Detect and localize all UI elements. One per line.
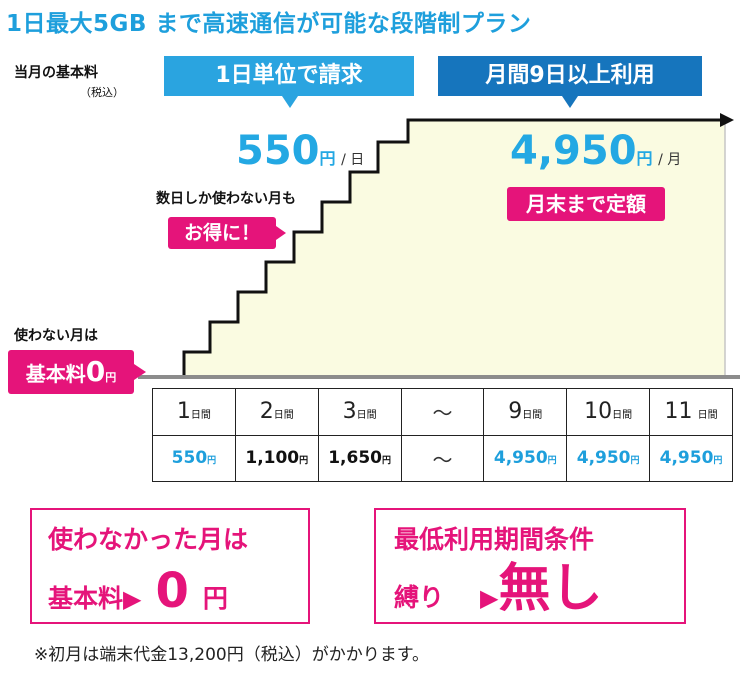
price-cell: 4,950円: [566, 434, 651, 482]
day-suffix: 日間: [190, 410, 211, 422]
price-cell: 1,650円: [317, 434, 402, 482]
price-suffix: 円: [299, 456, 309, 467]
day-suffix: 日間: [356, 410, 377, 422]
price-suffix: 円: [547, 456, 557, 467]
daily-price-unit: 円: [319, 149, 336, 168]
day-cell: 3日間: [317, 388, 402, 436]
price-table: 1日間 2日間 3日間 ～ 9日間 10日間 11 日間 550円 1,100円…: [152, 388, 733, 482]
day-suffix: 日間: [697, 410, 718, 422]
monthly-price-per: / 月: [658, 152, 682, 168]
price-value: 4,950: [576, 448, 631, 469]
page-title: 1日最大5GB まで高速通信が可能な段階制プラン: [6, 11, 532, 37]
no-basic-fee-line1: 使わなかった月は: [48, 525, 249, 554]
day-suffix: 日間: [273, 410, 294, 422]
days-row: 1日間 2日間 3日間 ～ 9日間 10日間 11 日間: [152, 388, 733, 436]
footnote: ※初月は端末代金13,200円（税込）がかかります。: [34, 645, 430, 665]
minimum-term-line2: 縛り ▶無し: [394, 560, 603, 627]
monthly-price-unit: 円: [636, 149, 653, 168]
day-number: 3: [342, 399, 357, 425]
basic-zero-pointer: [134, 364, 146, 380]
good-deal-badge: お得に！: [168, 217, 276, 249]
daily-price-amount: 550: [236, 128, 320, 174]
price-value: 550: [171, 448, 208, 469]
day-number: 9: [508, 399, 523, 425]
play-arrow-icon: ▶: [480, 584, 499, 612]
restriction-label: 縛り: [394, 583, 445, 612]
staircase-line: [182, 118, 436, 376]
no-basic-fee-box: 使わなかった月は 基本料▶ 0 円: [30, 508, 310, 624]
basic-fee-zero: 0: [85, 355, 106, 388]
price-suffix: 円: [381, 456, 391, 467]
no-basic-fee-label: 基本料: [48, 584, 124, 613]
day-number: 10: [584, 399, 613, 425]
day-cell: 10日間: [566, 388, 651, 436]
price-cell: 4,950円: [483, 434, 568, 482]
price-cell: ～: [400, 434, 485, 482]
day-number: 1: [176, 399, 191, 425]
monthly-price-amount: 4,950: [510, 128, 637, 174]
no-minimum-term-box: 最低利用期間条件 縛り ▶無し: [374, 508, 686, 624]
day-cell: 9日間: [483, 388, 568, 436]
callout-blue-pointer: [282, 96, 298, 108]
y-axis-label: 当月の基本料: [14, 65, 98, 81]
daily-price: 550円 / 日: [236, 128, 364, 174]
price-value: 1,650: [328, 448, 382, 469]
minimum-term-line1: 最低利用期間条件: [394, 525, 595, 554]
daily-price-per: / 日: [341, 152, 365, 168]
price-cell: 4,950円: [649, 434, 733, 482]
day-suffix: 日間: [612, 410, 633, 422]
day-number: 11: [664, 399, 693, 425]
tilde: ～: [432, 447, 453, 472]
day-suffix: 日間: [522, 410, 543, 422]
nothing-text: 無し: [498, 559, 603, 619]
price-cell: 1,100円: [234, 434, 319, 482]
unused-month-label: 使わない月は: [14, 328, 98, 344]
day-number: 2: [259, 399, 274, 425]
no-basic-fee-line2: 基本料▶ 0 円: [48, 566, 228, 624]
fixed-rate-badge: 月末まで定額: [507, 187, 665, 221]
day-cell: ～: [400, 388, 485, 436]
basic-fee-zero-badge: 基本料0円: [8, 350, 134, 394]
callout-dark-pointer: [562, 96, 578, 108]
good-deal-pointer: [276, 226, 286, 240]
tilde: ～: [432, 401, 453, 426]
no-basic-fee-unit: 円: [202, 584, 228, 613]
basic-fee-unit: 円: [105, 371, 117, 384]
price-suffix: 円: [630, 456, 640, 467]
price-value: 4,950: [493, 448, 548, 469]
monthly-price: 4,950円 / 月: [510, 128, 681, 174]
price-suffix: 円: [207, 456, 217, 467]
day-cell: 2日間: [234, 388, 319, 436]
price-cell: 550円: [152, 434, 236, 482]
staircase-chart: [134, 96, 740, 380]
prices-row: 550円 1,100円 1,650円 ～ 4,950円 4,950円 4,950…: [152, 434, 733, 482]
chart-fill-area: [184, 120, 725, 376]
no-basic-fee-zero: 0: [155, 563, 189, 619]
basic-fee-label: 基本料: [25, 362, 86, 386]
monthly-usage-callout: 月間9日以上利用: [438, 56, 702, 96]
play-arrow-icon: ▶: [123, 585, 142, 613]
y-axis-note: （税込）: [80, 86, 124, 99]
few-days-text: 数日しか使わない月も: [156, 191, 296, 207]
day-cell: 11 日間: [649, 388, 733, 436]
price-suffix: 円: [713, 456, 723, 467]
flat-rate-arrowhead: [720, 113, 734, 127]
price-value: 4,950: [659, 448, 714, 469]
daily-billing-callout: 1日単位で請求: [164, 56, 414, 96]
price-value: 1,100: [245, 448, 300, 469]
day-cell: 1日間: [152, 388, 236, 436]
